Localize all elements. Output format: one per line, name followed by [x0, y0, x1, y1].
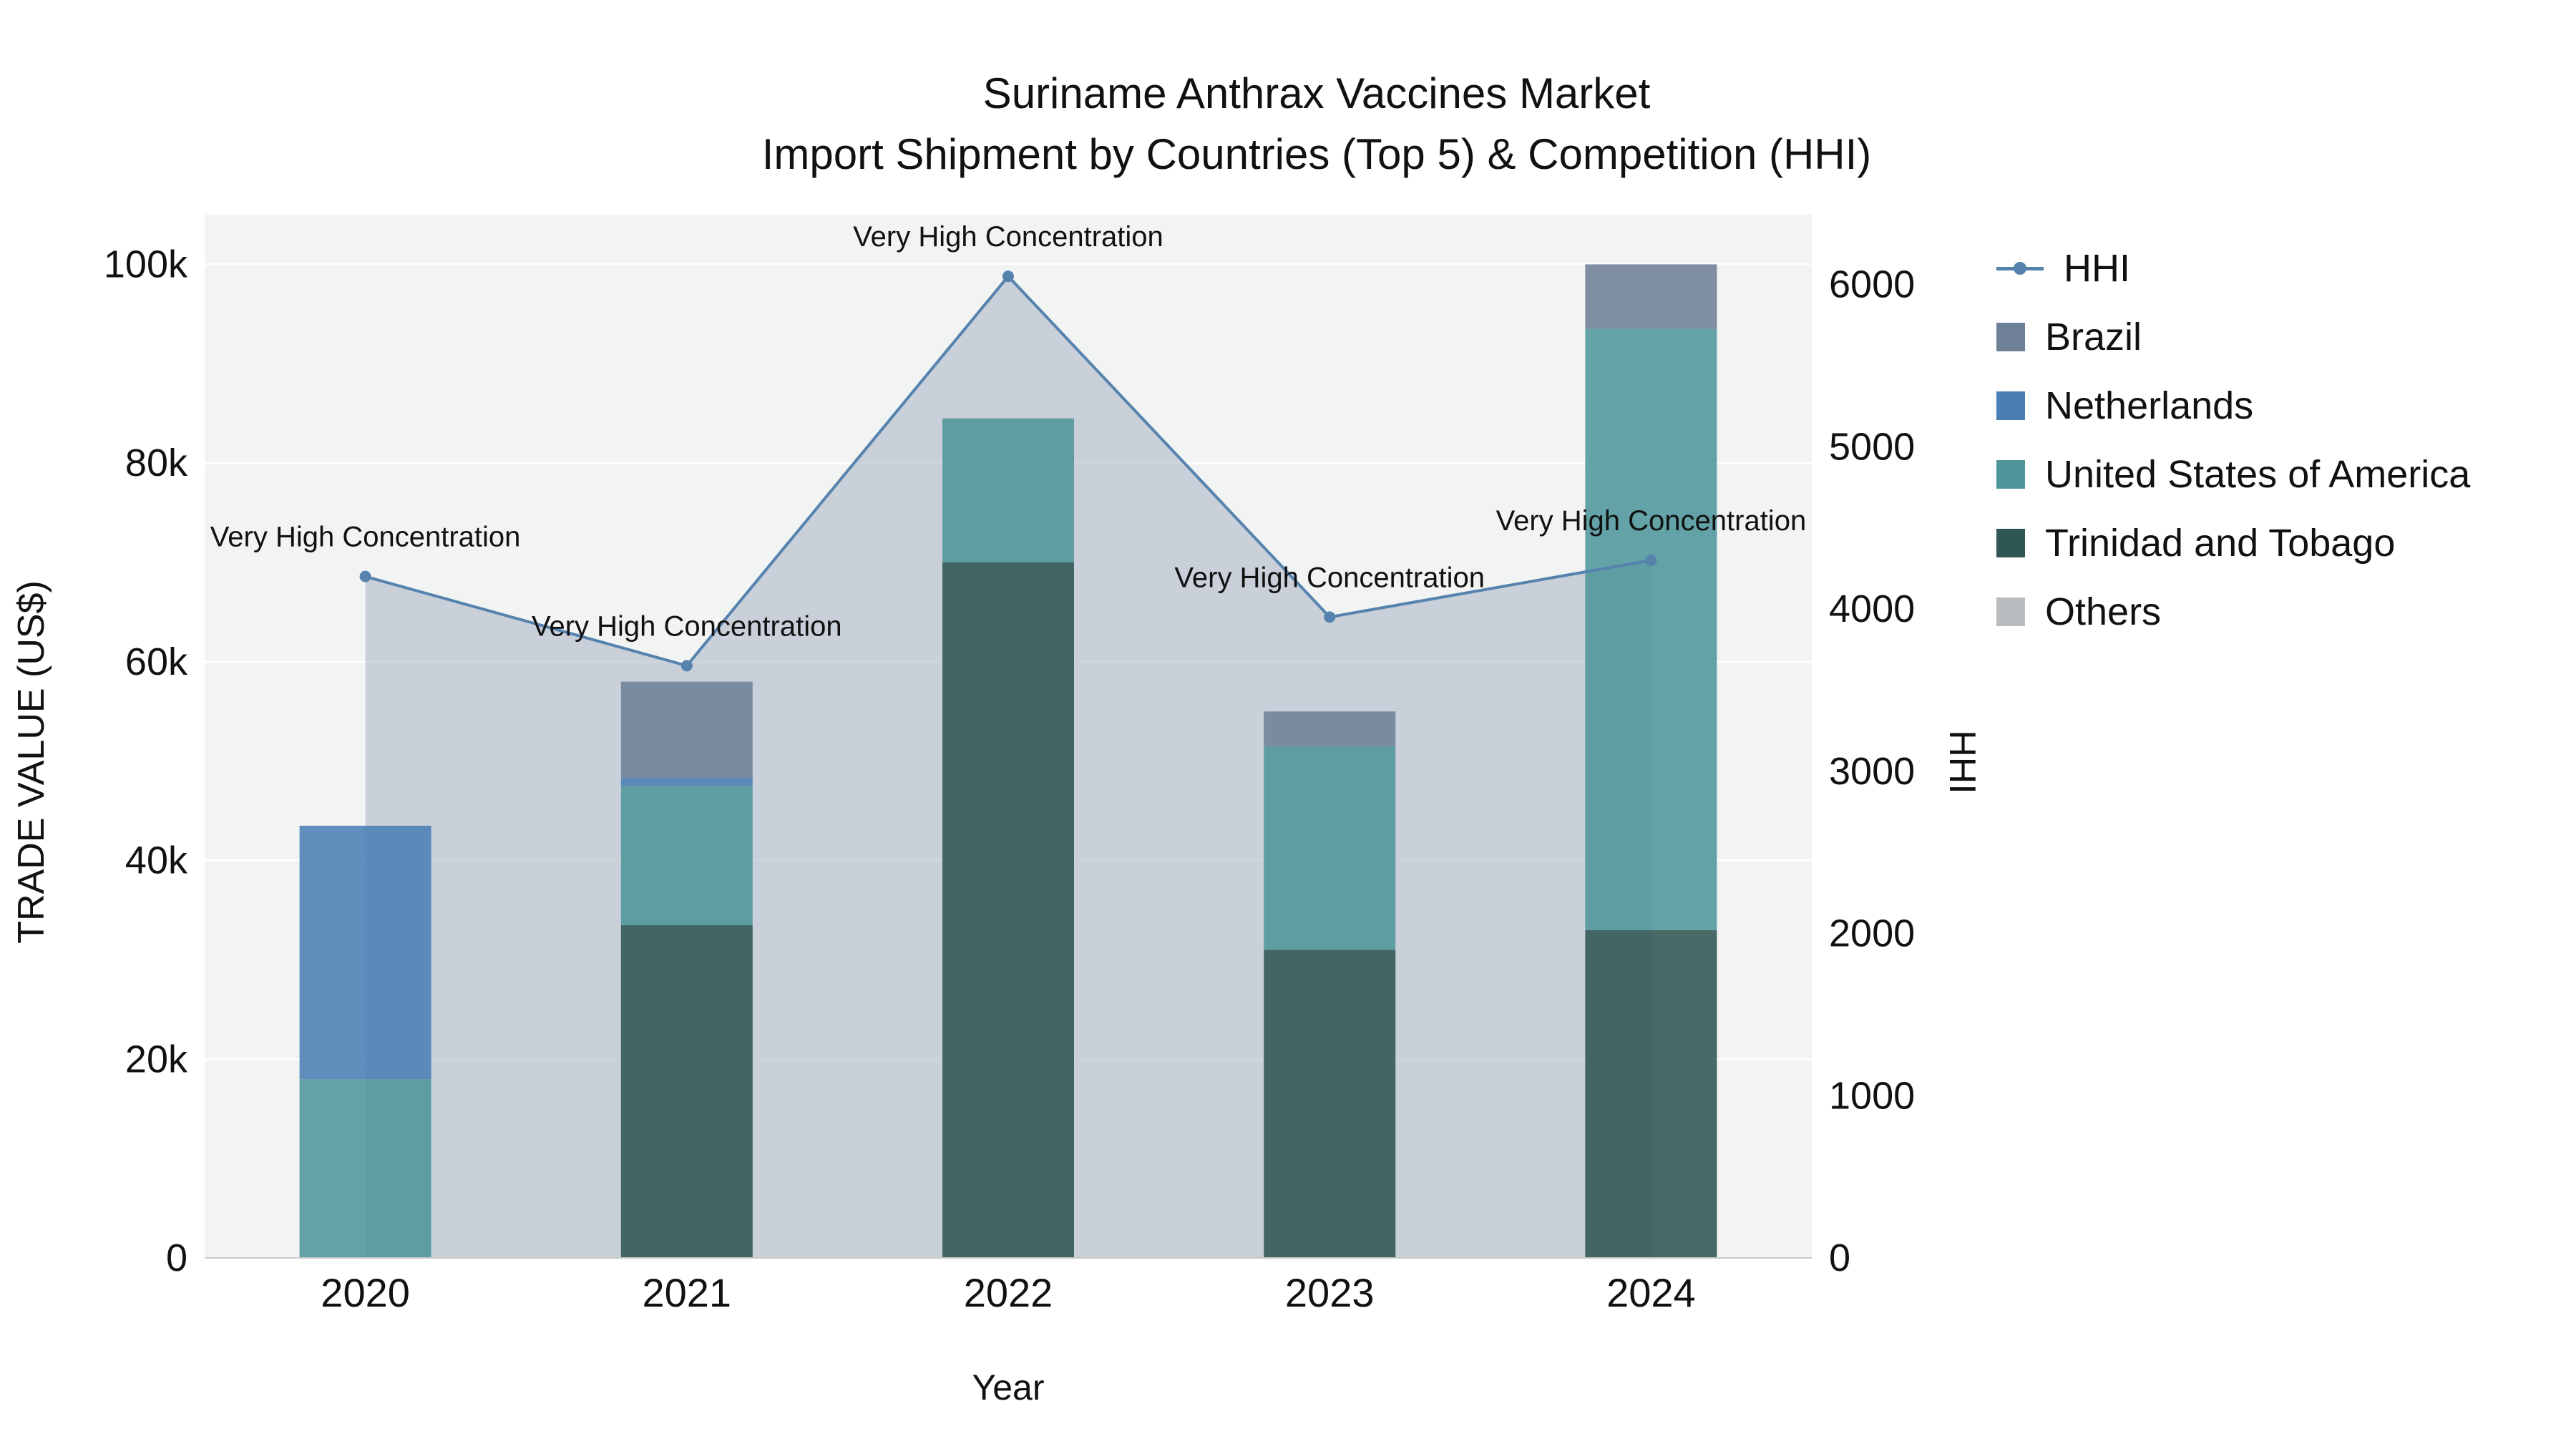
y-left-axis-title: TRADE VALUE (US$)	[11, 580, 52, 944]
netherlands-swatch-icon	[1996, 391, 2025, 420]
bar-united-states-of-america-2021[interactable]	[620, 786, 753, 925]
bar-brazil-2024[interactable]	[1585, 264, 1717, 329]
hhi-line-swatch-icon	[1996, 254, 2044, 283]
y-right-tick-0: 0	[1829, 1236, 1850, 1279]
bar-united-states-of-america-2022[interactable]	[942, 418, 1074, 562]
legend-item-united-states-of-america[interactable]: United States of America	[1996, 440, 2470, 509]
y-left-tick-20k: 20k	[125, 1038, 188, 1080]
y-left-tick-100k: 100k	[104, 243, 188, 286]
hhi-point-2024[interactable]	[1645, 554, 1657, 566]
bar-netherlands-2021[interactable]	[620, 778, 753, 786]
hhi-point-2023[interactable]	[1324, 611, 1336, 623]
annotation-2024: Very High Concentration	[1496, 505, 1807, 537]
legend-item-netherlands[interactable]: Netherlands	[1996, 371, 2470, 440]
x-tick-2020: 2020	[321, 1270, 410, 1315]
x-tick-2024: 2024	[1606, 1270, 1696, 1315]
legend-item-brazil[interactable]: Brazil	[1996, 303, 2470, 371]
y-right-tick-1000: 1000	[1829, 1074, 1915, 1117]
y-right-tick-4000: 4000	[1829, 587, 1915, 630]
bar-trinidad-and-tobago-2023[interactable]	[1264, 950, 1396, 1258]
x-tick-2022: 2022	[964, 1270, 1053, 1315]
legend-label: HHI	[2064, 247, 2130, 290]
x-tick-2023: 2023	[1285, 1270, 1375, 1315]
legend-label: Others	[2045, 590, 2162, 633]
annotation-2022: Very High Concentration	[853, 221, 1163, 253]
legend-item-trinidad-and-tobago[interactable]: Trinidad and Tobago	[1996, 509, 2470, 577]
y-left-tick-40k: 40k	[125, 839, 188, 882]
united-states-of-america-swatch-icon	[1996, 460, 2025, 489]
brazil-swatch-icon	[1996, 323, 2025, 351]
chart-title-line1: Suriname Anthrax Vaccines Market	[982, 69, 1651, 117]
bar-trinidad-and-tobago-2021[interactable]	[620, 924, 753, 1258]
y-left-tick-80k: 80k	[125, 441, 188, 484]
bar-united-states-of-america-2023[interactable]	[1264, 746, 1396, 950]
others-swatch-icon	[1996, 597, 2025, 626]
x-axis-title: Year	[972, 1367, 1045, 1407]
hhi-point-2021[interactable]	[680, 660, 693, 672]
hhi-point-2022[interactable]	[1002, 270, 1014, 283]
y-right-tick-2000: 2000	[1829, 912, 1915, 955]
hhi-point-2020[interactable]	[359, 570, 371, 582]
legend-item-others[interactable]: Others	[1996, 577, 2470, 646]
y-right-tick-5000: 5000	[1829, 425, 1915, 468]
bar-netherlands-2020[interactable]	[299, 825, 431, 1080]
annotation-2021: Very High Concentration	[532, 610, 842, 642]
bar-brazil-2023[interactable]	[1264, 711, 1396, 746]
x-tick-2021: 2021	[643, 1270, 732, 1315]
y-left-tick-60k: 60k	[125, 640, 188, 683]
chart-title-line2: Import Shipment by Countries (Top 5) & C…	[761, 130, 1872, 179]
legend-label: United States of America	[2045, 453, 2471, 496]
y-right-tick-6000: 6000	[1829, 263, 1915, 306]
y-right-axis-title: HHI	[1941, 730, 1983, 794]
trinidad-and-tobago-swatch-icon	[1996, 529, 2025, 557]
legend-label: Netherlands	[2045, 384, 2254, 427]
bar-united-states-of-america-2020[interactable]	[299, 1079, 431, 1258]
y-right-tick-3000: 3000	[1829, 750, 1915, 793]
bar-united-states-of-america-2024[interactable]	[1585, 328, 1717, 930]
y-left-tick-0: 0	[166, 1236, 187, 1279]
bar-brazil-2021[interactable]	[620, 681, 753, 779]
legend-label: Brazil	[2045, 316, 2142, 358]
legend-item-hhi[interactable]: HHI	[1996, 234, 2470, 303]
legend: HHI Brazil Netherlands United States of Ame…	[1996, 234, 2470, 646]
bar-trinidad-and-tobago-2022[interactable]	[942, 562, 1074, 1258]
chart-title: Suriname Anthrax Vaccines Market Import …	[0, 63, 2576, 185]
annotation-2020: Very High Concentration	[210, 522, 521, 553]
legend-label: Trinidad and Tobago	[2045, 522, 2396, 565]
annotation-2023: Very High Concentration	[1174, 562, 1485, 593]
bar-trinidad-and-tobago-2024[interactable]	[1585, 930, 1717, 1258]
